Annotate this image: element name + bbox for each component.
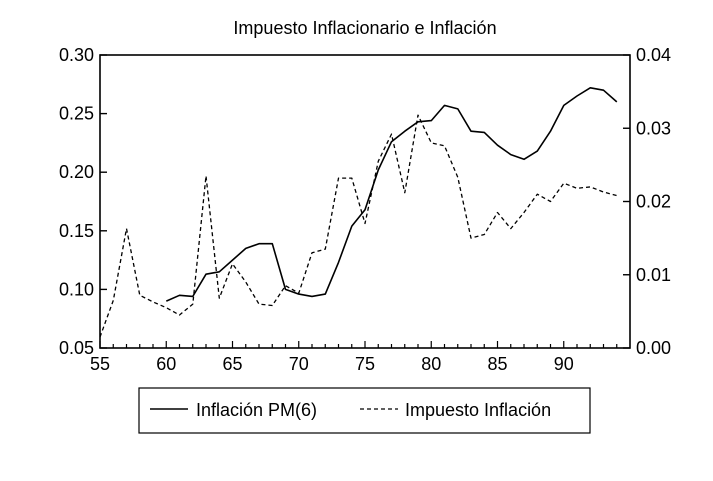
right-axis-tick-label: 0.03 bbox=[636, 118, 671, 138]
right-axis-tick-label: 0.00 bbox=[636, 338, 671, 358]
x-axis-tick-label: 80 bbox=[421, 354, 441, 374]
x-axis-tick-label: 90 bbox=[554, 354, 574, 374]
series-line-inflacion-pm6 bbox=[165, 87, 618, 302]
chart-title: Impuesto Inflacionario e Inflación bbox=[233, 18, 496, 38]
x-axis-tick-label: 60 bbox=[156, 354, 176, 374]
right-axis-tick-label: 0.02 bbox=[636, 192, 671, 212]
legend-label-impuesto-inflacion: Impuesto Inflación bbox=[405, 400, 551, 420]
legend: Inflación PM(6) Impuesto Inflación bbox=[138, 387, 591, 434]
x-axis-tick-label: 65 bbox=[222, 354, 242, 374]
left-axis-tick-label: 0.25 bbox=[59, 104, 94, 124]
x-axis-tick-label: 85 bbox=[487, 354, 507, 374]
legend-box bbox=[138, 387, 591, 434]
right-axis-tick-label: 0.01 bbox=[636, 265, 671, 285]
legend-label-inflacion-pm6: Inflación PM(6) bbox=[196, 400, 317, 420]
x-axis-tick-label: 75 bbox=[355, 354, 375, 374]
x-axis-tick-label: 55 bbox=[90, 354, 110, 374]
series-line-impuesto-inflacion bbox=[99, 114, 617, 338]
right-axis-tick-label: 0.04 bbox=[636, 45, 671, 65]
left-axis-tick-label: 0.05 bbox=[59, 338, 94, 358]
left-axis-tick-label: 0.10 bbox=[59, 279, 94, 299]
left-axis-tick-label: 0.30 bbox=[59, 45, 94, 65]
left-axis-tick-label: 0.15 bbox=[59, 221, 94, 241]
left-axis-tick-label: 0.20 bbox=[59, 162, 94, 182]
x-axis-tick-label: 70 bbox=[289, 354, 309, 374]
